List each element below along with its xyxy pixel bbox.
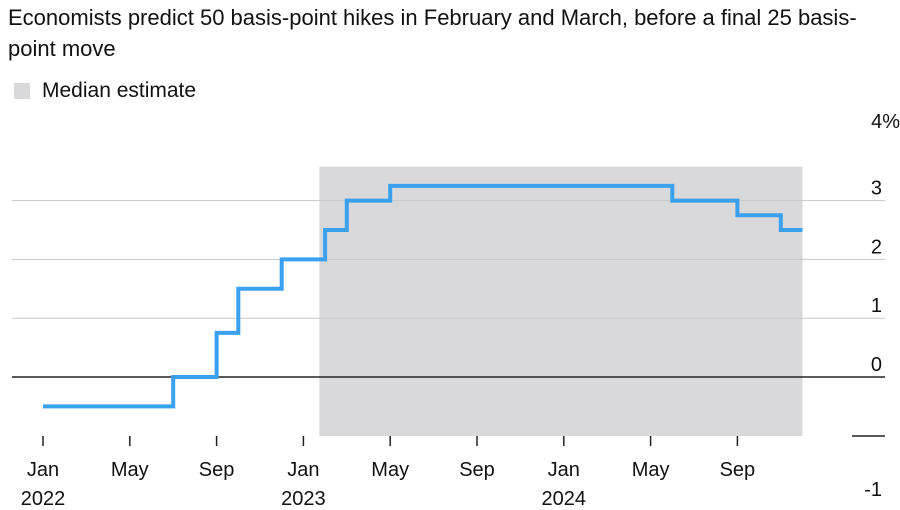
y-tick-label: 2 [871, 236, 882, 258]
x-tick-label: Jan [27, 459, 59, 481]
x-tick-year-label: 2024 [542, 488, 587, 510]
x-tick-year-label: 2023 [281, 488, 326, 510]
legend-label: Median estimate [42, 79, 197, 102]
x-tick-label: Sep [720, 459, 756, 481]
chart-title: Economists predict 50 basis-point hikes … [8, 5, 857, 61]
x-tick-label: Jan [548, 459, 580, 481]
legend-swatch [14, 83, 30, 99]
x-axis: Jan 2022 May Sep Jan 2023 May Sep Jan 2024 May Sep [21, 436, 755, 510]
gridlines [12, 200, 885, 437]
legend: Median estimate [14, 78, 196, 104]
y-tick-label: 4% [871, 111, 900, 133]
x-tick-year-label: 2022 [21, 488, 66, 510]
y-tick-label: 1 [871, 295, 882, 317]
x-tick-label: Sep [199, 459, 235, 481]
median-estimate-region [319, 166, 803, 436]
series-line [43, 183, 803, 409]
y-tick-label: 0 [871, 354, 882, 376]
y-tick-label: 3 [871, 178, 882, 200]
x-tick-label: Sep [459, 459, 495, 481]
y-axis: 4% 3 2 1 0 -1 [864, 111, 900, 501]
x-tick-label: May [111, 459, 149, 481]
x-tick-label: May [632, 459, 670, 481]
y-tick-label: -1 [864, 479, 882, 501]
x-tick-label: May [371, 459, 409, 481]
x-tick-label: Jan [287, 459, 319, 481]
